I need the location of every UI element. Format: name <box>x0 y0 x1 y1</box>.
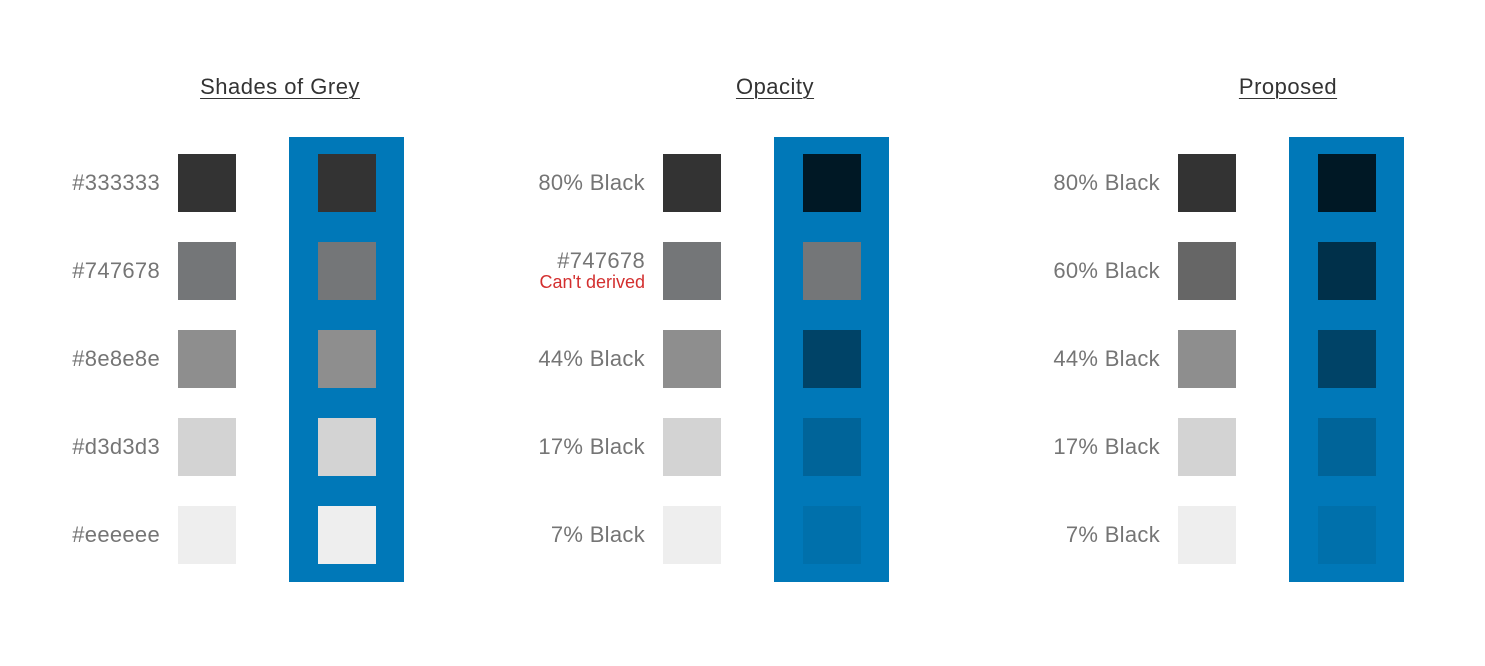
column-title: Opacity <box>565 74 985 100</box>
color-swatch-on-blue <box>803 242 861 300</box>
color-label-text: 80% Black <box>538 170 645 195</box>
color-swatch <box>1178 154 1236 212</box>
color-label: 17% Black <box>485 418 645 476</box>
column-title: Proposed <box>1080 74 1485 100</box>
color-swatch-on-blue <box>318 418 376 476</box>
color-swatch-on-blue <box>803 154 861 212</box>
warning-note: Can't derived <box>539 272 646 292</box>
color-label-text: #333333 <box>72 170 160 195</box>
color-label-text: 7% Black <box>1065 522 1160 547</box>
color-swatch <box>1178 330 1236 388</box>
color-label: #747678 Can't derived <box>485 242 646 300</box>
color-label: 7% Black <box>1000 506 1160 564</box>
color-swatch <box>178 418 236 476</box>
color-swatch <box>1178 506 1236 564</box>
color-label: 7% Black <box>485 506 645 564</box>
color-label-text: 60% Black <box>1053 258 1160 283</box>
color-swatch <box>663 418 721 476</box>
color-swatch-on-blue <box>1318 506 1376 564</box>
color-swatch <box>178 506 236 564</box>
color-swatch <box>663 506 721 564</box>
color-label: 80% Black <box>1000 154 1160 212</box>
color-label: 60% Black <box>1000 242 1160 300</box>
color-label: 17% Black <box>1000 418 1160 476</box>
color-label-text: 80% Black <box>1053 170 1160 195</box>
color-swatch-on-blue <box>318 242 376 300</box>
column-shades-of-grey: Shades of Grey #333333 #747678 #8e8e8e #d3d… <box>72 0 480 666</box>
color-label-text: 7% Black <box>550 522 645 547</box>
color-swatch-on-blue <box>1318 242 1376 300</box>
column-title-text: Opacity <box>735 74 815 99</box>
color-swatch-on-blue <box>318 506 376 564</box>
color-swatch <box>178 154 236 212</box>
color-swatch-on-blue <box>803 506 861 564</box>
color-swatch <box>663 154 721 212</box>
color-label-text: #8e8e8e <box>72 346 160 371</box>
color-label-text: #d3d3d3 <box>72 434 160 459</box>
color-swatch-on-blue <box>803 330 861 388</box>
column-title-text: Proposed <box>1238 74 1338 99</box>
color-label: #333333 <box>0 154 160 212</box>
color-swatch <box>663 330 721 388</box>
color-label-text: #747678 <box>72 258 160 283</box>
color-swatch-on-blue <box>1318 154 1376 212</box>
color-label: #747678 <box>0 242 160 300</box>
color-swatch <box>178 242 236 300</box>
color-label: #eeeeee <box>0 506 160 564</box>
color-label-text: #eeeeee <box>72 522 160 547</box>
column-title: Shades of Grey <box>80 74 480 100</box>
column-proposed: Proposed 80% Black 60% Black 44% Black 17% … <box>1053 0 1480 666</box>
color-label: #d3d3d3 <box>0 418 160 476</box>
color-label: 80% Black <box>485 154 645 212</box>
color-swatch-on-blue <box>803 418 861 476</box>
color-swatch-on-blue <box>1318 330 1376 388</box>
column-opacity: Opacity 80% Black #747678 Can't derived 44%… <box>538 0 965 666</box>
color-label-text: 44% Black <box>538 346 645 371</box>
color-label: 44% Black <box>1000 330 1160 388</box>
color-label-text: 17% Black <box>538 434 645 459</box>
color-swatch-on-blue <box>318 330 376 388</box>
color-label-text: 17% Black <box>1053 434 1160 459</box>
column-title-text: Shades of Grey <box>200 74 360 99</box>
color-label-text: #747678 <box>557 248 645 273</box>
color-swatch <box>1178 242 1236 300</box>
color-swatch <box>178 330 236 388</box>
color-swatch-on-blue <box>318 154 376 212</box>
color-label-text: 44% Black <box>1053 346 1160 371</box>
color-label: #8e8e8e <box>0 330 160 388</box>
color-swatch-on-blue <box>1318 418 1376 476</box>
color-swatch <box>1178 418 1236 476</box>
color-swatch <box>663 242 721 300</box>
color-label: 44% Black <box>485 330 645 388</box>
